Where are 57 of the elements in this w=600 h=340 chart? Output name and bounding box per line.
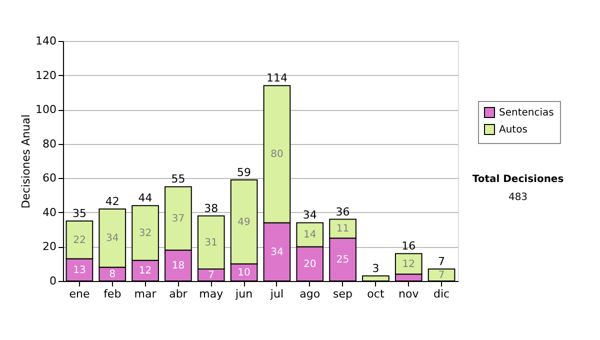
x-tick-label: may — [199, 288, 224, 300]
y-tick-label: 20 — [42, 240, 56, 254]
legend-label: Autos — [499, 124, 528, 136]
y-tick-label: 140 — [36, 34, 56, 48]
x-tick-label: ene — [69, 288, 90, 300]
x-tick-label: sep — [333, 288, 353, 300]
data-label: 13 — [73, 264, 86, 276]
text: 483 — [508, 192, 528, 203]
x-tick-label: abr — [169, 288, 188, 300]
total-label: 114 — [266, 72, 288, 85]
x-tick-label: dic — [433, 288, 450, 300]
data-label: 12 — [138, 266, 152, 277]
data-label: 34 — [270, 246, 284, 258]
total-label: 44 — [138, 192, 152, 205]
data-label: 32 — [138, 228, 152, 239]
x-tick-label: oct — [367, 288, 385, 300]
total-label: 34 — [302, 208, 317, 222]
data-label: 34 — [106, 233, 119, 244]
y-tick-label: 0 — [50, 274, 56, 288]
data-label: 25 — [336, 254, 350, 266]
x-tick-label: ago — [300, 288, 320, 300]
y-tick-label: 80 — [42, 137, 56, 150]
total-label: 42 — [105, 195, 120, 208]
text: Total Decisiones — [472, 174, 564, 185]
data-label: 14 — [304, 230, 316, 241]
data-label: 18 — [172, 260, 185, 272]
data-label: 11 — [336, 224, 350, 235]
total-label: 55 — [171, 172, 186, 186]
data-label: 10 — [238, 267, 250, 278]
data-label: 80 — [270, 149, 284, 160]
x-tick-label: feb — [104, 288, 122, 300]
data-label: 31 — [204, 237, 218, 248]
y-tick-label: 40 — [42, 206, 56, 219]
total-label: 35 — [72, 207, 86, 220]
x-tick-label: nov — [398, 288, 420, 300]
x-tick-label: jun — [234, 288, 253, 300]
total-label: 38 — [204, 202, 218, 215]
total-label: 3 — [372, 262, 380, 275]
legend-label: Sentencias — [499, 108, 554, 118]
x-tick-label: mar — [134, 288, 157, 300]
y-axis-title: Decisiones Anual — [20, 114, 33, 209]
total-label: 16 — [402, 240, 416, 253]
x-tick-label: jul — [269, 288, 284, 300]
total-label: 59 — [237, 166, 252, 179]
total-label: 7 — [438, 255, 446, 268]
data-label: 7 — [438, 270, 445, 281]
y-tick-label: 120 — [36, 68, 56, 82]
data-label: 49 — [238, 216, 250, 228]
data-label: 8 — [109, 269, 116, 280]
data-label: 20 — [304, 258, 316, 270]
total-label: 36 — [336, 205, 350, 218]
data-label: 37 — [172, 213, 185, 224]
y-tick-label: 100 — [36, 103, 56, 116]
data-label: 22 — [73, 234, 86, 246]
data-label: 7 — [208, 270, 214, 281]
y-tick-label: 60 — [42, 172, 56, 185]
data-label: 12 — [402, 258, 415, 270]
